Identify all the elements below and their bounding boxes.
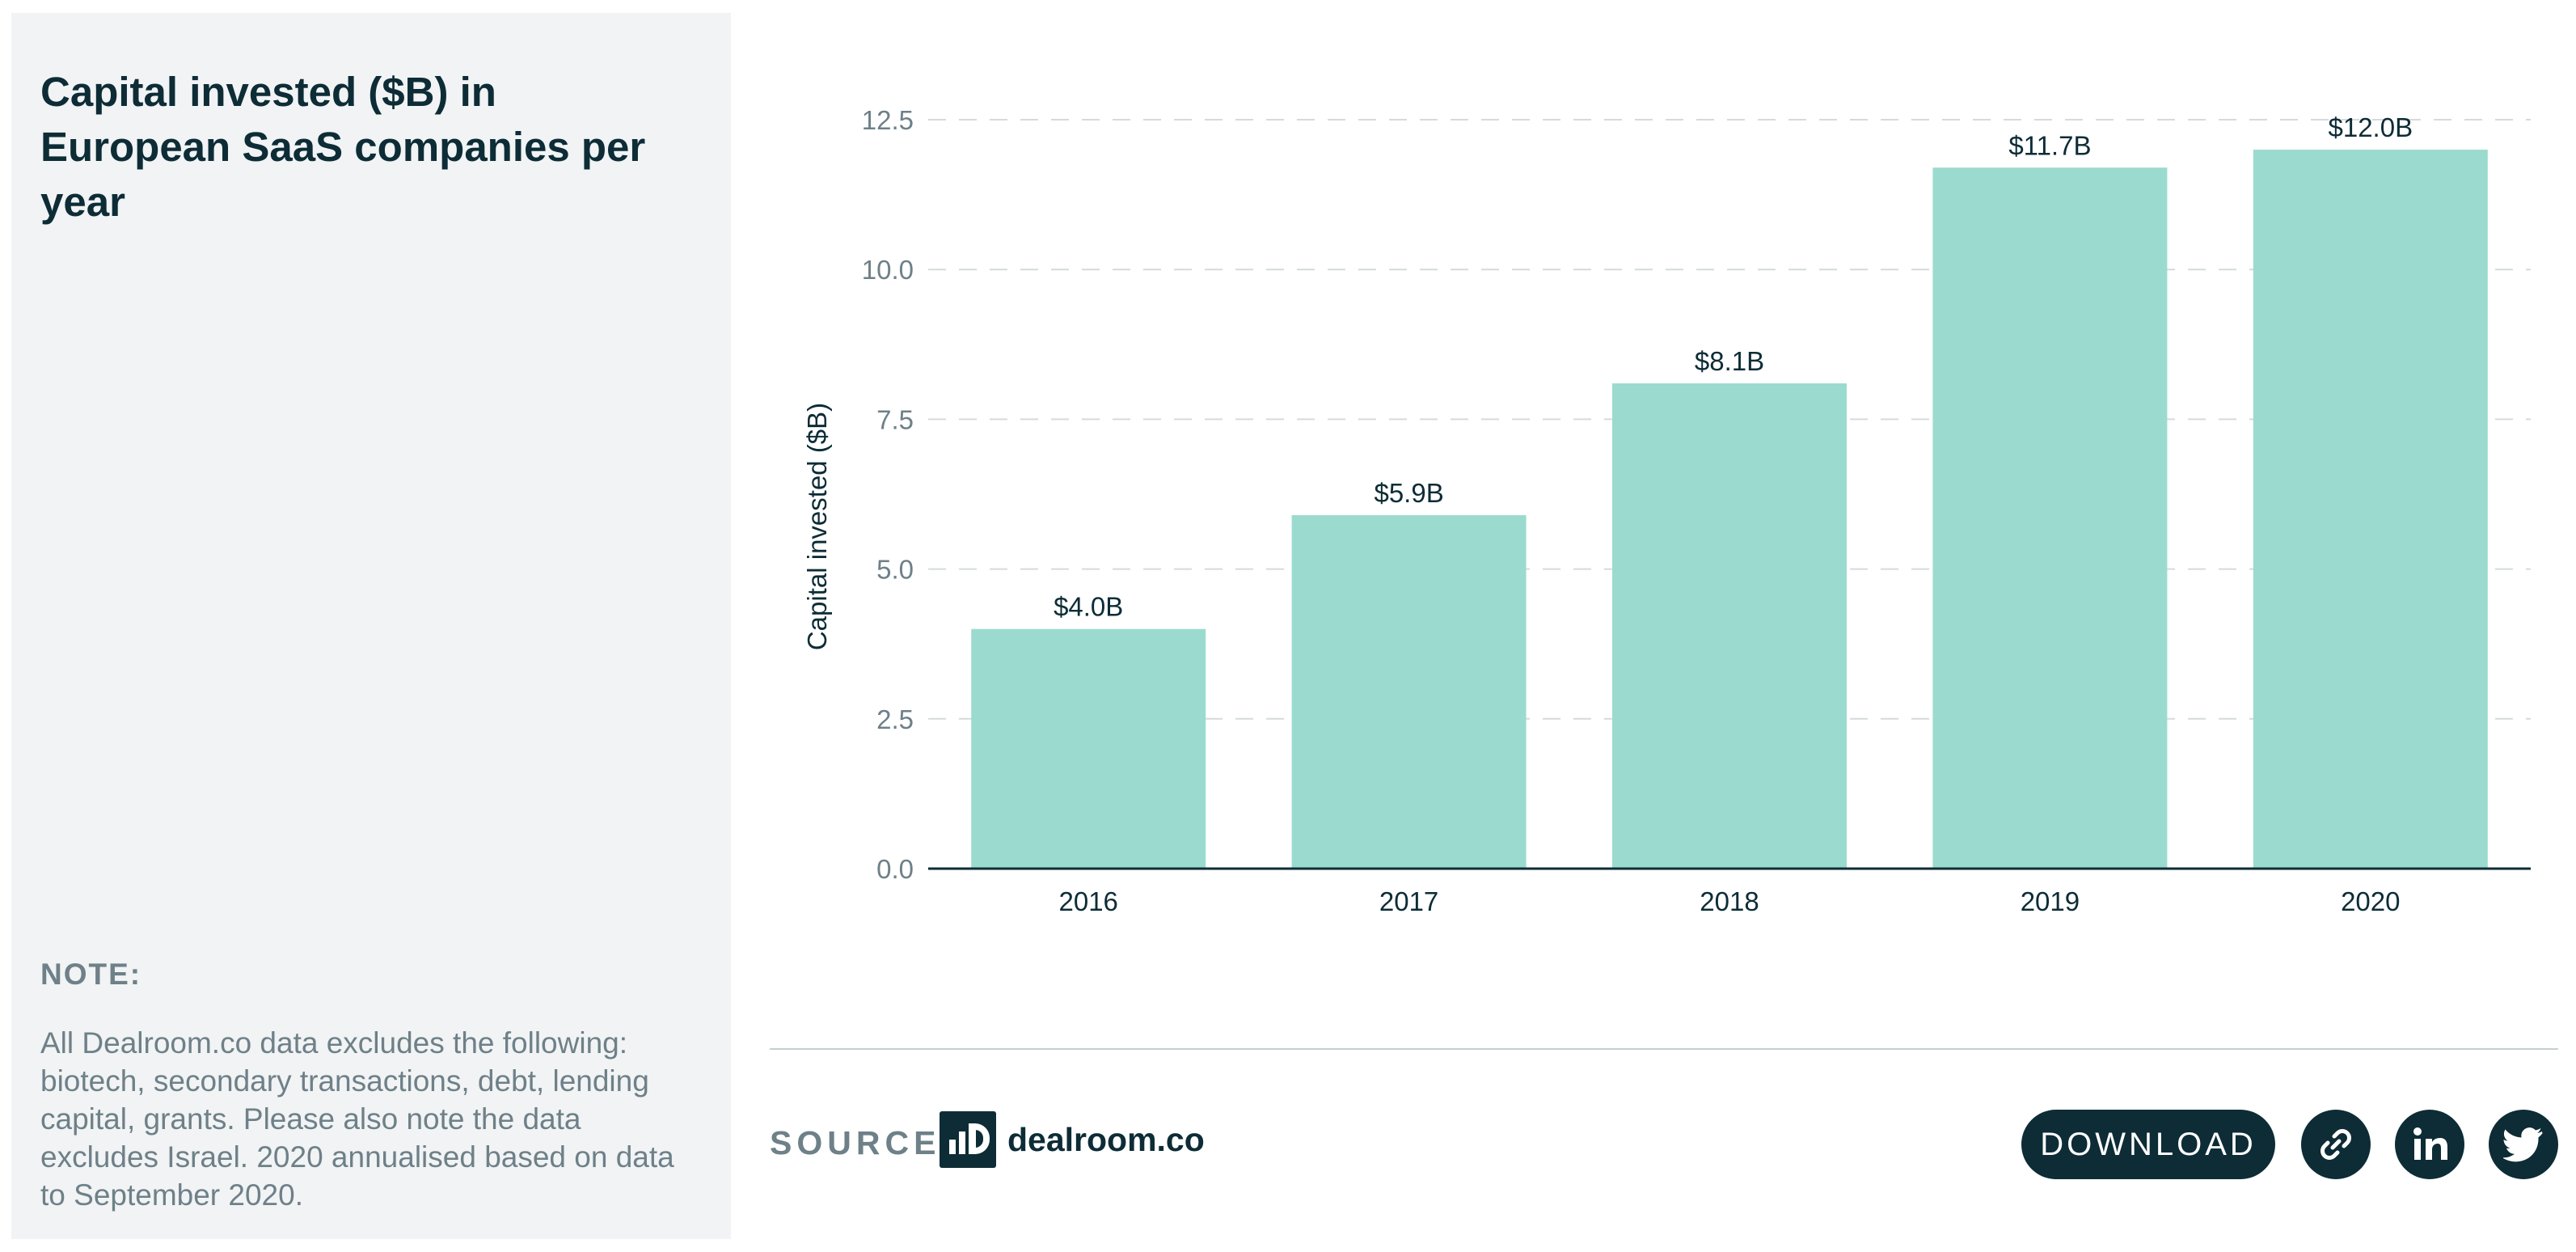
y-tick-label: 7.5	[876, 404, 914, 434]
y-tick-label: 12.5	[862, 105, 914, 135]
data-label: $12.0B	[2329, 112, 2413, 142]
dealroom-logo[interactable]: dealroom.co	[940, 1111, 1205, 1168]
y-tick-label: 0.0	[876, 854, 914, 884]
data-label: $8.1B	[1695, 346, 1764, 376]
y-tick-label: 2.5	[876, 704, 914, 734]
link-icon	[2321, 1129, 2351, 1160]
footer-divider	[770, 1048, 2558, 1050]
y-tick-label: 5.0	[876, 555, 914, 585]
x-tick-label: 2020	[2341, 886, 2400, 916]
data-label: $4.0B	[1054, 592, 1123, 622]
x-tick-label: 2016	[1058, 886, 1117, 916]
note-text: All Dealroom.co data excludes the follow…	[40, 1026, 674, 1212]
logo-text: dealroom.co	[1007, 1120, 1205, 1158]
linkedin-icon	[2413, 1127, 2447, 1160]
copy-link-button[interactable]	[2301, 1110, 2371, 1179]
bar	[1612, 383, 1847, 869]
bar	[2253, 150, 2488, 869]
bar	[1932, 167, 2168, 869]
y-axis-label: Capital invested ($B)	[802, 403, 832, 650]
twitter-icon	[2503, 1127, 2543, 1162]
bar	[1291, 514, 1527, 869]
twitter-share-button[interactable]	[2489, 1110, 2558, 1179]
linkedin-share-button[interactable]	[2395, 1110, 2464, 1179]
note-label: NOTE:	[40, 958, 142, 991]
bar-chart: 0.0 2.5 5.0 7.5 10.0 12.5 Capital invested ($B…	[802, 105, 2531, 916]
data-label: $11.7B	[2008, 130, 2091, 160]
y-tick-label: 10.0	[862, 255, 914, 285]
data-label: $5.9B	[1374, 478, 1443, 508]
info-panel	[11, 13, 731, 1239]
dealroom-logo-icon	[940, 1111, 996, 1168]
chart-title: Capital invested ($B) in European SaaS c…	[40, 69, 646, 225]
x-tick-label: 2019	[2021, 886, 2080, 916]
source-label: SOURCE:	[770, 1124, 957, 1161]
bar	[971, 628, 1206, 869]
download-button[interactable]: DOWNLOAD	[2021, 1110, 2275, 1179]
x-tick-label: 2018	[1700, 886, 1759, 916]
x-tick-label: 2017	[1379, 886, 1438, 916]
